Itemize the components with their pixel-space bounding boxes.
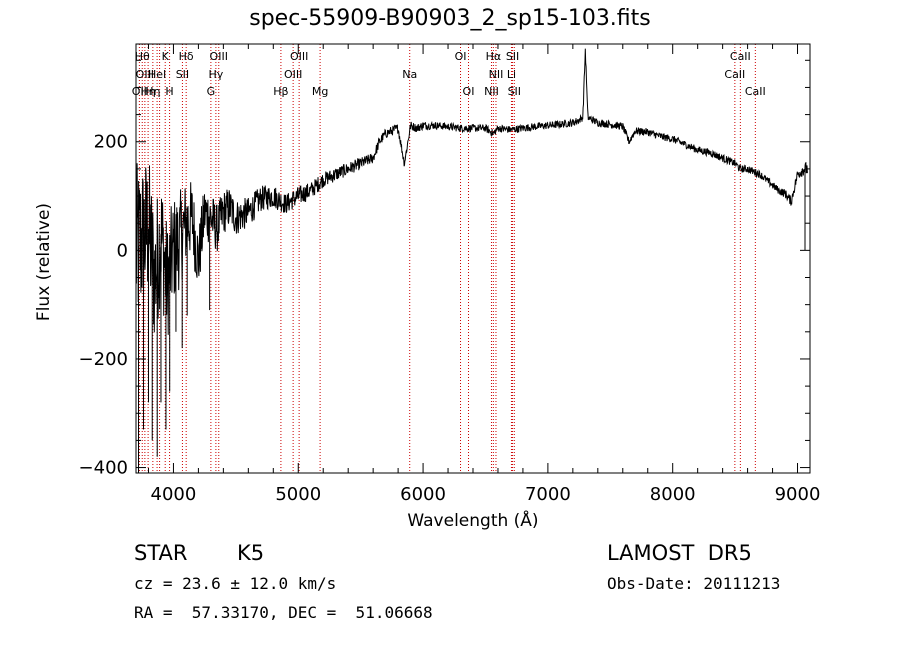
line-marker-label: G	[207, 85, 216, 98]
line-marker-label: Li	[507, 68, 516, 81]
line-marker-label: OI	[455, 50, 467, 63]
line-marker-label: Hα	[486, 50, 502, 63]
line-marker-label: OIII	[136, 68, 154, 81]
y-axis-label: Flux (relative)	[34, 202, 54, 322]
y-tick-label: −400	[79, 458, 128, 479]
x-tick-label: 5000	[275, 484, 321, 505]
y-tick-label: −200	[79, 349, 128, 370]
emission-line-markers	[138, 44, 756, 473]
line-marker-label: SII	[508, 85, 521, 98]
obs-date-readout: Obs-Date: 20111213	[607, 574, 781, 593]
line-marker-label: Hη	[145, 85, 160, 98]
line-marker-label: NII	[484, 85, 499, 98]
line-marker-label: OI	[463, 85, 475, 98]
line-marker-label: Mg	[312, 85, 328, 98]
line-marker-label: OII	[132, 85, 147, 98]
axis-tick-labels: 4000 5000 6000 7000 8000 9000 −400 −200 0 200	[79, 132, 821, 505]
line-marker-label: OIII	[290, 50, 308, 63]
line-marker-label: CaII	[745, 85, 766, 98]
line-marker-label: K	[162, 50, 170, 63]
line-marker-label: HeI	[148, 68, 166, 81]
line-marker-label: Hδ	[179, 50, 194, 63]
y-tick-label: 200	[94, 132, 128, 153]
axis-ticks	[136, 44, 810, 473]
plot-frame	[135, 43, 811, 474]
line-marker-label: SII	[176, 68, 189, 81]
spectrum-series	[135, 48, 808, 473]
line-marker-label: SII	[506, 50, 519, 63]
line-marker-label: OIII	[210, 50, 228, 63]
line-marker-label: Hη	[140, 85, 155, 98]
line-marker-label: Hγ	[208, 68, 223, 81]
coordinates-readout: RA = 57.33170, DEC = 51.06668	[134, 603, 433, 622]
line-marker-label: CaII	[730, 50, 751, 63]
x-tick-label: 4000	[151, 484, 197, 505]
x-tick-label: 8000	[650, 484, 696, 505]
emission-line-labels: OIIHθOIIIHηHηHeIKHSIIHδGHγOIIIHβOIIIOIII…	[132, 50, 766, 98]
x-tick-label: 9000	[775, 484, 821, 505]
object-type: STAR	[134, 541, 188, 565]
x-tick-label: 7000	[525, 484, 571, 505]
line-marker-label: NII	[489, 68, 504, 81]
x-tick-label: 6000	[400, 484, 446, 505]
subclass-label: K5	[237, 541, 265, 565]
line-marker-label: H	[165, 85, 173, 98]
line-marker-label: Na	[402, 68, 417, 81]
y-tick-label: 0	[117, 240, 128, 261]
spectrum-line	[135, 48, 808, 335]
line-marker-label: OIII	[284, 68, 302, 81]
line-marker-label: Hβ	[273, 85, 288, 98]
line-marker-label: CaII	[724, 68, 745, 81]
survey-label: LAMOST DR5	[607, 541, 752, 565]
line-marker-label: Hθ	[135, 50, 150, 63]
redshift-readout: cz = 23.6 ± 12.0 km/s	[134, 574, 337, 593]
chart-title: spec-55909-B90903_2_sp15-103.fits	[249, 6, 651, 31]
x-axis-label: Wavelength (Å)	[407, 511, 539, 531]
